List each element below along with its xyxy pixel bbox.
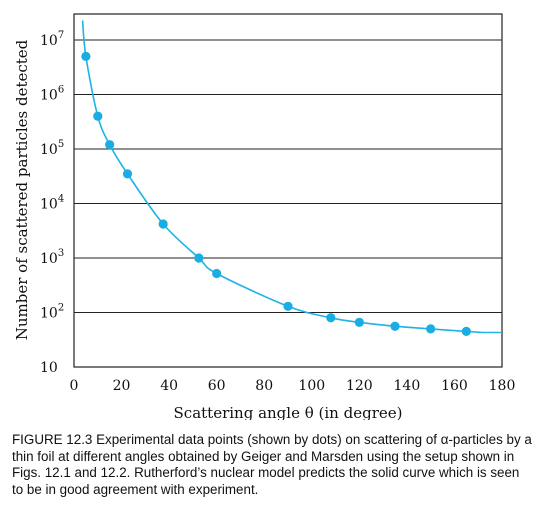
- x-tick-label: 40: [160, 378, 178, 394]
- data-point: [122, 169, 133, 179]
- y-tick-label: 107: [40, 30, 64, 49]
- y-tick-exponent: 4: [58, 194, 64, 205]
- data-point: [426, 324, 436, 334]
- y-tick-exponent: 7: [58, 30, 64, 41]
- x-tick-label: 80: [255, 378, 273, 394]
- x-axis-ticks: 0 20 40 60 80 100 120 140 160 180: [70, 378, 516, 394]
- y-tick-exponent: 6: [58, 85, 64, 96]
- y-tick-base: 10: [40, 251, 58, 267]
- y-tick-exponent: 5: [58, 139, 64, 150]
- y-tick-base: 10: [40, 360, 58, 376]
- data-point: [283, 301, 293, 311]
- y-tick-label: 104: [40, 194, 64, 213]
- y-tick-label: 103: [40, 248, 64, 267]
- data-points: [81, 51, 471, 337]
- data-point: [212, 268, 222, 279]
- x-tick-label: 100: [298, 378, 325, 394]
- data-point: [158, 219, 168, 229]
- chart-grid: [74, 39, 502, 314]
- y-tick-base: 10: [40, 142, 58, 158]
- y-tick-exponent: 2: [58, 303, 64, 314]
- figure-caption: FIGURE 12.3 Experimental data points (sh…: [12, 432, 532, 497]
- data-point: [93, 111, 103, 121]
- y-tick-base: 10: [40, 197, 58, 213]
- x-tick-label: 160: [441, 378, 468, 394]
- y-tick-label: 102: [40, 303, 64, 322]
- data-point: [194, 253, 204, 263]
- data-point: [354, 317, 364, 327]
- y-tick-label: 105: [40, 139, 64, 158]
- y-tick-base: 10: [40, 88, 58, 104]
- x-tick-label: 0: [70, 378, 79, 394]
- data-point: [81, 51, 91, 62]
- x-tick-label: 180: [489, 378, 516, 394]
- data-point: [390, 321, 400, 331]
- x-axis-label: Scattering angle θ (in degree): [174, 404, 403, 420]
- scattering-chart: 0 20 40 60 80 100 120 140 160 180 101021031041051…: [13, 13, 516, 420]
- y-tick-exponent: 3: [58, 248, 64, 259]
- x-tick-label: 120: [346, 378, 373, 394]
- y-tick-label: 10: [40, 360, 58, 376]
- rutherford-curve: [81, 20, 502, 334]
- x-tick-label: 20: [113, 378, 131, 394]
- x-tick-label: 140: [394, 378, 421, 394]
- y-tick-base: 10: [40, 33, 58, 49]
- y-tick-label: 106: [40, 85, 64, 104]
- data-point: [461, 326, 471, 337]
- y-tick-base: 10: [40, 306, 58, 322]
- x-tick-label: 60: [208, 378, 226, 394]
- y-axis-label: Number of scattered particles detected: [13, 39, 31, 340]
- plot-frame: [73, 13, 503, 368]
- data-point: [326, 313, 336, 323]
- data-point: [105, 140, 115, 150]
